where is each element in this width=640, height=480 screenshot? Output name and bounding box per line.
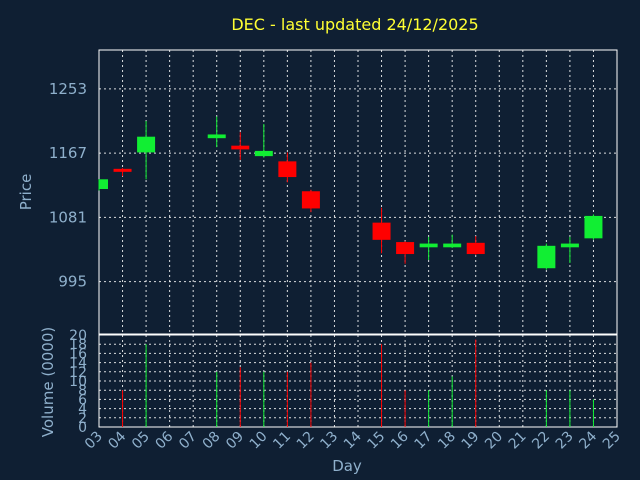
candle-body bbox=[137, 136, 156, 153]
day-tick-label: 16 bbox=[388, 428, 412, 452]
volume-axis-label: Volume (0000) bbox=[39, 327, 57, 437]
price-panel: 995 1081 1167 1253 bbox=[49, 49, 618, 335]
volume-tick-label: 14 bbox=[69, 356, 87, 372]
volume-tick-label: 16 bbox=[69, 346, 87, 362]
volume-tick-label: 12 bbox=[69, 365, 87, 381]
candle-body bbox=[443, 243, 462, 248]
day-tick-label: 25 bbox=[600, 429, 624, 453]
day-tick-label: 07 bbox=[176, 429, 200, 453]
day-tick-label: 24 bbox=[576, 428, 600, 452]
price-frame bbox=[98, 49, 618, 335]
volume-tick-label: 6 bbox=[78, 392, 87, 408]
day-tick-label: 21 bbox=[506, 429, 530, 453]
day-tick-label: 13 bbox=[317, 429, 341, 453]
day-tick-label: 15 bbox=[364, 429, 388, 453]
candle-body bbox=[99, 179, 108, 190]
chart-title: DEC - last updated 24/12/2025 bbox=[231, 15, 478, 34]
candle-body bbox=[372, 222, 391, 240]
day-tick-label: 18 bbox=[435, 429, 459, 453]
price-tick-label: 1081 bbox=[49, 208, 87, 226]
volume-tick-label: 2 bbox=[78, 411, 87, 427]
day-tick-label: 04 bbox=[105, 428, 129, 452]
day-tick-label: 19 bbox=[459, 429, 483, 453]
volume-tick-label: 18 bbox=[69, 337, 87, 353]
candle-body bbox=[560, 243, 579, 248]
volume-tick-label: 8 bbox=[78, 383, 87, 399]
day-tick-label: 14 bbox=[341, 428, 365, 452]
candle-body bbox=[584, 215, 603, 239]
candle-body bbox=[113, 168, 132, 172]
volume-tick-label: 20 bbox=[69, 328, 87, 344]
day-tick-label: 05 bbox=[129, 429, 153, 453]
candle-body bbox=[231, 145, 250, 150]
volume-tick-label: 0 bbox=[78, 420, 87, 436]
candle-body bbox=[419, 243, 438, 248]
candle-body bbox=[207, 134, 226, 139]
price-tick-label: 1253 bbox=[49, 80, 87, 98]
candle-body bbox=[466, 242, 485, 255]
day-tick-label: 08 bbox=[200, 429, 224, 453]
volume-tick-label: 4 bbox=[78, 402, 87, 418]
candle-body bbox=[278, 161, 297, 178]
volume-tick-label: 10 bbox=[69, 374, 87, 390]
day-tick-label: 10 bbox=[247, 429, 271, 453]
day-tick-label: 22 bbox=[529, 429, 553, 453]
candle-body bbox=[396, 242, 415, 255]
price-tick-label: 995 bbox=[58, 273, 87, 291]
day-tick-label: 23 bbox=[553, 429, 577, 453]
day-tick-label: 20 bbox=[482, 429, 506, 453]
volume-frame bbox=[98, 334, 618, 428]
candle-body bbox=[301, 191, 320, 209]
price-axis-label: Price bbox=[17, 174, 35, 211]
candle-body bbox=[537, 245, 556, 269]
day-tick-label: 09 bbox=[223, 429, 247, 453]
day-axis-label: Day bbox=[332, 457, 362, 475]
day-tick-label: 11 bbox=[270, 429, 294, 453]
day-tick-label: 06 bbox=[153, 428, 177, 452]
day-tick-label: 12 bbox=[294, 429, 318, 453]
candle-body bbox=[254, 150, 273, 157]
price-tick-label: 1167 bbox=[49, 144, 87, 162]
day-tick-label: 17 bbox=[412, 429, 436, 453]
